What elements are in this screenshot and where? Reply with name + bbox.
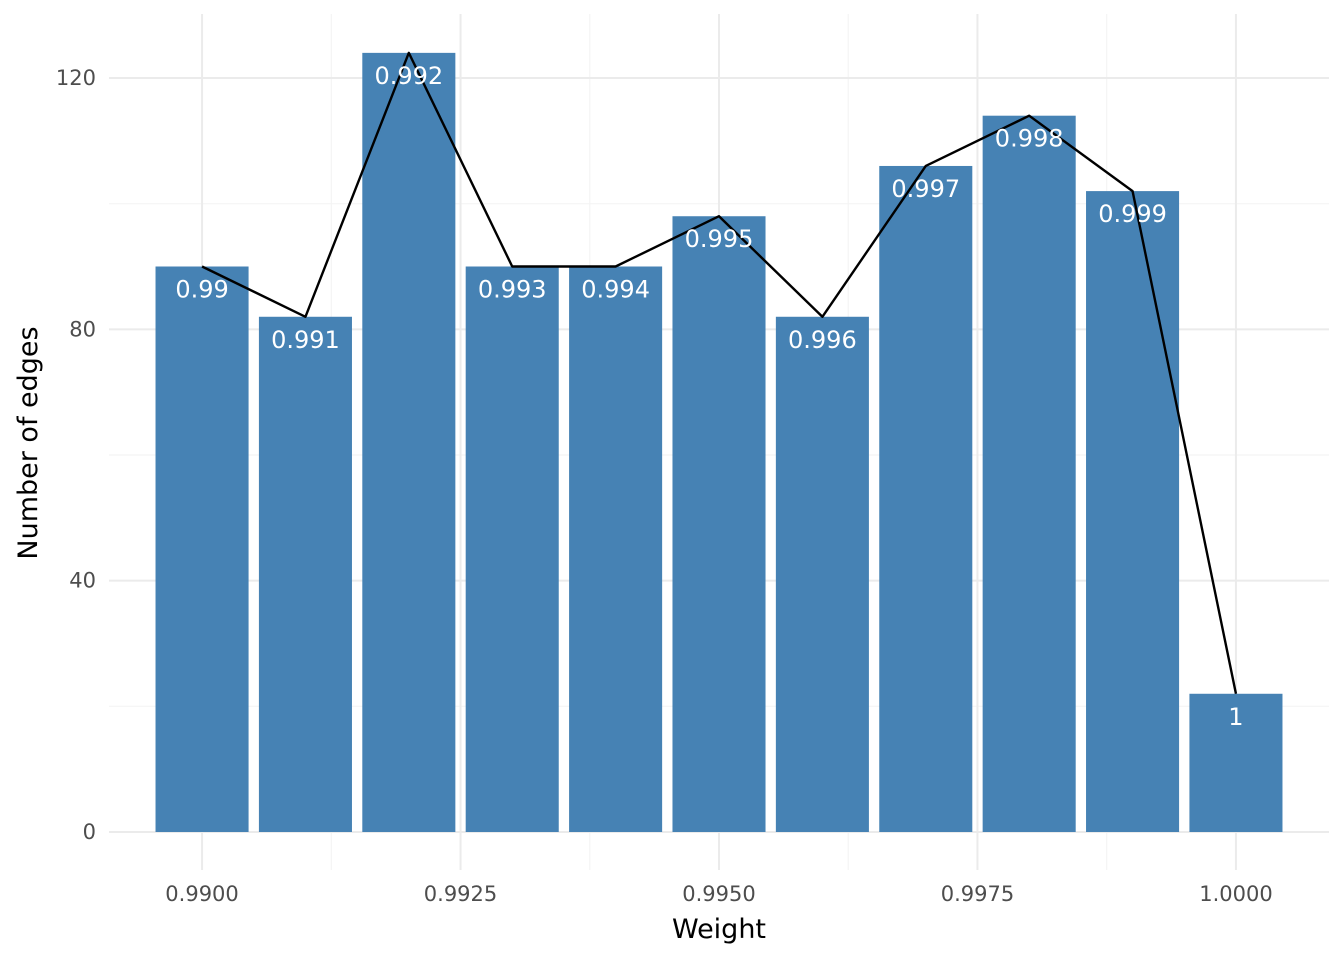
bar-value-label: 0.991 (271, 326, 340, 354)
bar (1086, 191, 1180, 833)
bar-value-label: 0.99 (175, 276, 228, 304)
bar (569, 266, 663, 832)
bar (775, 316, 869, 832)
bar (362, 52, 456, 833)
y-tick-label: 120 (56, 66, 96, 90)
y-tick-label: 80 (69, 317, 96, 341)
bar-label-layer: 0.99 0.991 0.992 0.993 0.994 0.995 0.996 0.997 0… (175, 62, 1243, 731)
bar (258, 316, 352, 832)
x-axis-title: Weight (672, 914, 766, 945)
bar (465, 266, 559, 832)
bar-value-label: 0.996 (788, 326, 857, 354)
y-tick-label: 0 (83, 820, 96, 844)
bar-value-label: 0.998 (995, 125, 1064, 153)
y-axis-title: Number of edges (13, 326, 44, 559)
bar (155, 266, 249, 832)
bar-value-label: 0.999 (1098, 200, 1167, 228)
bar-value-label: 0.993 (478, 276, 547, 304)
bar-value-label: 0.994 (581, 276, 650, 304)
x-tick-label: 1.0000 (1199, 882, 1272, 906)
bar (982, 115, 1076, 832)
series-line (201, 51, 1238, 695)
bar-value-label: 0.995 (685, 225, 754, 253)
bar-layer (155, 52, 1283, 833)
x-tick-label: 0.9950 (682, 882, 755, 906)
bar (672, 216, 766, 832)
bar-value-label: 0.992 (374, 62, 443, 90)
x-tick-label: 0.9900 (165, 882, 238, 906)
y-tick-label: 40 (69, 569, 96, 593)
tick-layer: 0.9900 0.9925 0.9950 0.9975 1.0000 0 40 80 120 (56, 66, 1273, 906)
x-tick-label: 0.9975 (941, 882, 1014, 906)
bar (879, 165, 973, 832)
bar (1189, 693, 1283, 832)
x-tick-label: 0.9925 (424, 882, 497, 906)
bar-value-label: 0.997 (891, 175, 960, 203)
line-layer (201, 51, 1238, 695)
bar-value-label: 1 (1228, 703, 1243, 731)
